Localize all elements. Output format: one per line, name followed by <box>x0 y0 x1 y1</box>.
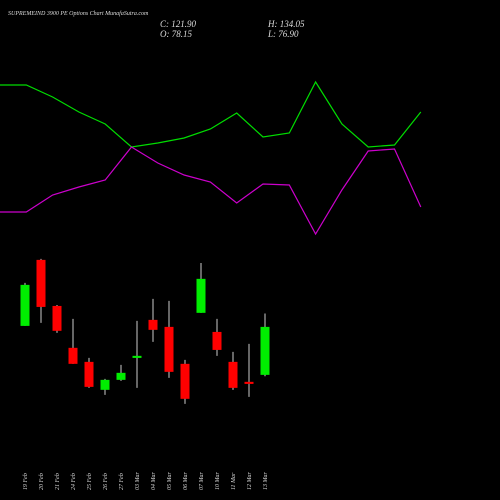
candle-body <box>84 361 94 387</box>
x-tick-label: 19 Feb <box>23 473 29 490</box>
close-label: C: 121.90 <box>160 19 197 29</box>
candle-body <box>148 319 158 330</box>
high-label: H: 134.05 <box>267 19 305 29</box>
candle-body <box>68 347 78 364</box>
x-tick-label: 24 Feb <box>70 473 77 490</box>
candle-body <box>196 278 206 313</box>
candle-body <box>244 381 254 384</box>
candle-body <box>260 326 270 375</box>
x-tick-label: 25 Feb <box>87 473 93 490</box>
candle-body <box>180 363 190 399</box>
x-tick-label: 21 Feb <box>55 473 61 490</box>
candle-body <box>212 331 222 350</box>
x-tick-label: 05 Mar <box>167 472 173 490</box>
candle-body <box>100 379 110 390</box>
x-tick-label: 26 Feb <box>103 473 109 490</box>
x-tick-label: 11 Mar <box>231 472 237 490</box>
x-tick-label: 27 Feb <box>119 473 125 490</box>
candle-body <box>132 355 142 358</box>
chart-title: SUPREMEIND 3900 PE Options Chart MunafaS… <box>8 10 149 17</box>
low-label: L: 76.90 <box>267 29 299 39</box>
candle-body <box>116 372 126 380</box>
open-label: O: 78.15 <box>160 29 192 39</box>
x-tick-label: 04 Mar <box>150 472 157 490</box>
candle-body <box>228 361 238 388</box>
candle-body <box>36 259 46 307</box>
x-tick-label: 10 Mar <box>215 472 221 490</box>
x-tick-label: 13 Mar <box>263 472 269 490</box>
x-tick-label: 12 Mar <box>247 472 253 490</box>
candle-body <box>164 326 174 372</box>
x-tick-label: 20 Feb <box>39 473 45 490</box>
line-series <box>0 80 422 148</box>
candle-body <box>52 305 62 331</box>
candle-body <box>20 284 30 326</box>
x-tick-label: 06 Mar <box>183 472 189 490</box>
x-tick-label: 03 Mar <box>135 472 141 490</box>
line-series <box>0 146 422 236</box>
x-tick-label: 07 Mar <box>199 472 205 490</box>
